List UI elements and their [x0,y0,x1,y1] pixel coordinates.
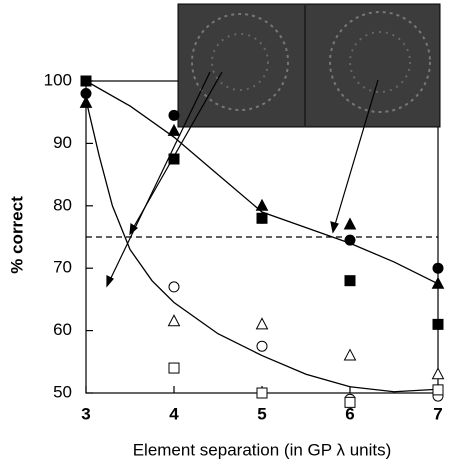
stimulus-inset [177,3,441,128]
point [256,212,268,224]
point [168,109,180,121]
point [255,317,269,330]
point [344,275,356,287]
point [343,348,357,361]
point [344,396,356,408]
fit-curve [85,99,439,393]
x-tick-label: 4 [169,404,179,423]
arrows [106,71,379,288]
x-tick-label: 6 [345,404,354,423]
y-tick-label: 50 [53,382,72,401]
y-axis-label: % correct [7,196,26,274]
point [344,234,356,246]
point [432,384,444,396]
point [256,340,268,352]
point [255,198,269,211]
point [432,262,444,274]
y-tick-label: 80 [53,195,72,214]
point [432,318,444,330]
point [431,367,445,380]
point [79,95,93,108]
fit-curve [85,80,439,285]
y-tick-label: 90 [53,133,72,152]
point [343,217,357,230]
y-tick-label: 60 [53,320,72,339]
x-tick-label: 7 [433,404,442,423]
point [256,387,268,399]
point [168,153,180,165]
point [431,276,445,289]
point [168,281,180,293]
point [167,123,181,136]
x-tick-label: 5 [257,404,266,423]
point [168,362,180,374]
point [80,75,92,87]
x-tick-label: 3 [81,404,90,423]
y-tick-label: 100 [44,70,72,89]
point [167,314,181,327]
x-axis-label: Element separation (in GP λ units) [133,440,392,459]
y-tick-label: 70 [53,258,72,277]
